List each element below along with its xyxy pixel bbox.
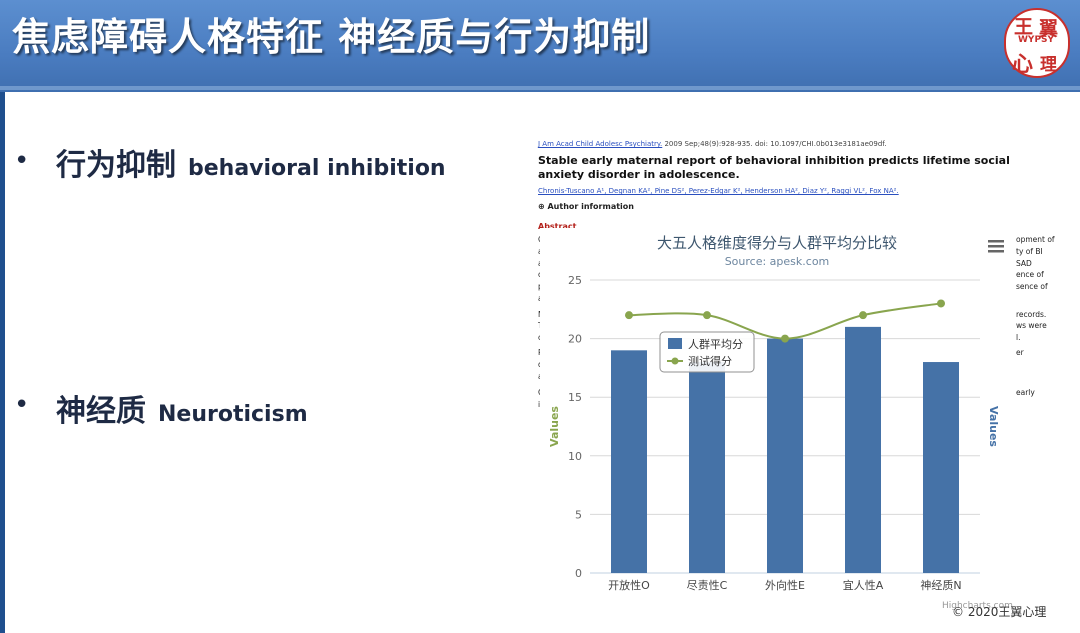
legend-swatch-point xyxy=(671,357,679,365)
copyright-text: © 2020王翼心理 xyxy=(952,605,1047,619)
legend-label-bar: 人群平均分 xyxy=(688,337,743,351)
line-point-5 xyxy=(937,299,945,308)
legend-swatch-bar xyxy=(668,338,682,349)
chart-credit: Highcharts.com xyxy=(942,601,1013,611)
legend-label-line: 测试得分 xyxy=(688,355,732,368)
bullet-2-zh: 神经质 xyxy=(56,394,146,429)
paper-citation: J Am Acad Child Adolesc Psychiatry. 2009… xyxy=(538,140,886,148)
bar-5 xyxy=(923,362,959,573)
paper-fragment-right: opment of xyxy=(1016,235,1055,244)
brand-logo: 王 翼 WYPSY 心 理 xyxy=(1004,8,1070,78)
journal-link[interactable]: J Am Acad Child Adolesc Psychiatry. xyxy=(538,140,663,148)
y-tick-label: 0 xyxy=(575,567,582,580)
slide-title: 焦虑障碍人格特征 神经质与行为抑制 xyxy=(12,15,651,59)
chart-subtitle: Source: apesk.com xyxy=(725,255,830,268)
bullet-marker-2: • xyxy=(14,390,30,420)
bullet-1-zh: 行为抑制 xyxy=(56,148,176,183)
y-axis-title-left: Values xyxy=(548,406,561,447)
title-underline xyxy=(0,86,1080,90)
bullet-1-en: behavioral inhibition xyxy=(188,156,446,181)
bullet-marker-1: • xyxy=(14,146,30,176)
paper-fragment-right: sence of xyxy=(1016,282,1048,291)
paper-authors[interactable]: Chronis-Tuscano A¹, Degnan KA², Pine DS²… xyxy=(538,187,899,195)
line-point-4 xyxy=(859,311,867,320)
paper-fragment-right: ence of xyxy=(1016,270,1044,279)
logo-char-4: 理 xyxy=(1040,55,1057,75)
x-tick-label: 开放性O xyxy=(608,578,650,592)
paper-fragment-right: ty of BI xyxy=(1016,247,1043,256)
bar-1 xyxy=(611,350,647,573)
legend-box xyxy=(659,331,755,373)
y-tick-label: 20 xyxy=(568,333,582,346)
y-axis-title-right: Values xyxy=(987,406,1000,447)
line-point-1 xyxy=(625,311,633,320)
bullet-neuroticism: 神经质 Neuroticism xyxy=(56,386,308,430)
y-tick-label: 10 xyxy=(568,450,582,463)
bar-3 xyxy=(767,338,803,573)
paper-title: Stable early maternal report of behavior… xyxy=(538,154,1010,181)
paper-fragment-right: ws were xyxy=(1016,321,1047,330)
paper-fragment-right: l. xyxy=(1016,333,1021,342)
bullet-2-en: Neuroticism xyxy=(158,402,308,427)
paper-fragment-right: records. xyxy=(1016,310,1047,319)
bar-2 xyxy=(689,362,725,573)
line-point-3 xyxy=(781,334,789,343)
x-tick-label: 宜人性A xyxy=(843,578,884,592)
chart-title: 大五人格维度得分与人群平均分比较 xyxy=(657,234,897,252)
logo-wordmark: WYPSY xyxy=(1018,35,1055,45)
logo-char-2: 翼 xyxy=(1039,18,1059,40)
paper-fragment-right: er xyxy=(1016,348,1024,357)
bullet-behavioral-inhibition: 行为抑制 behavioral inhibition xyxy=(56,140,446,184)
author-information-toggle[interactable]: ⊕ Author information xyxy=(538,202,634,211)
left-accent-strip xyxy=(0,0,5,633)
title-bar: 焦虑障碍人格特征 神经质与行为抑制 王 翼 WYPSY 心 理 xyxy=(0,0,1080,92)
y-tick-label: 25 xyxy=(568,274,582,287)
logo-char-3: 心 xyxy=(1012,52,1033,76)
line-point-2 xyxy=(703,311,711,320)
hamburger-menu-icon xyxy=(988,245,1004,248)
abstract-label: Abstract xyxy=(538,222,577,231)
x-tick-label: 尽责性C xyxy=(687,578,728,592)
x-tick-label: 神经质N xyxy=(920,578,961,592)
y-tick-label: 15 xyxy=(568,391,582,404)
big-five-chart: 大五人格维度得分与人群平均分比较 Source: apesk.com 0 5 10 15 2… xyxy=(540,228,1015,620)
hamburger-menu-icon xyxy=(988,240,1004,243)
bar-4 xyxy=(845,326,881,573)
paper-fragment-right: SAD xyxy=(1016,259,1032,268)
hamburger-menu-icon xyxy=(988,250,1004,253)
x-tick-label: 外向性E xyxy=(765,578,805,592)
logo-char-1: 王 xyxy=(1014,16,1034,38)
citation-text: 2009 Sep;48(9):928-935. doi: 10.1097/CHI… xyxy=(662,140,887,148)
paper-screenshot: J Am Acad Child Adolesc Psychiatry. 2009… xyxy=(536,138,1066,418)
y-tick-label: 5 xyxy=(575,508,582,521)
paper-fragment-right: early xyxy=(1016,388,1035,397)
